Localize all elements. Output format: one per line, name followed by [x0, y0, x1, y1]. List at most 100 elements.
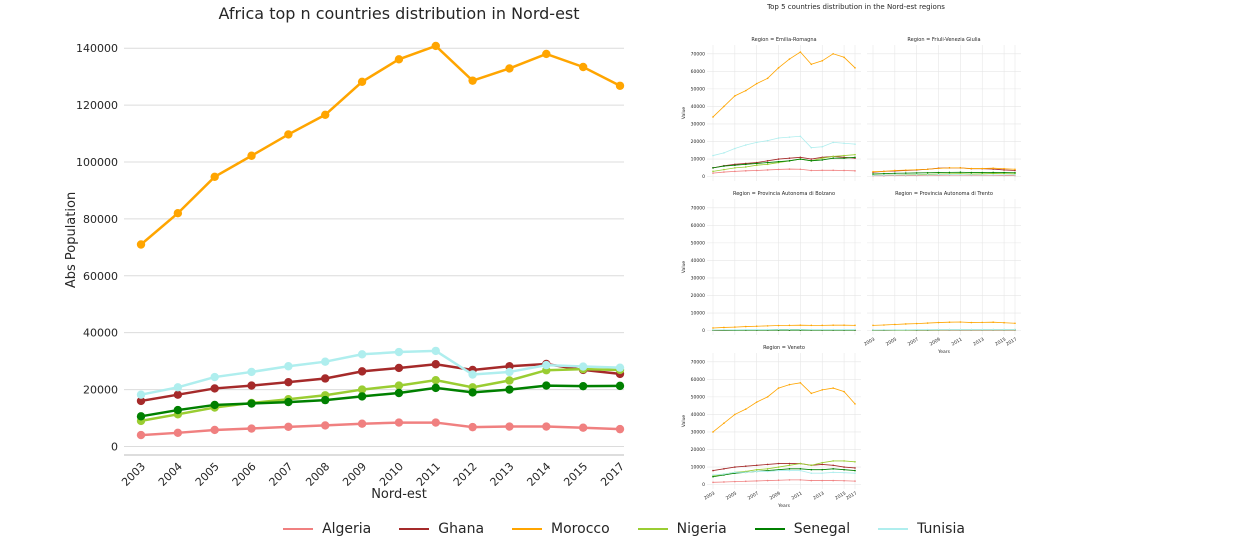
data-point-morocco — [136, 240, 146, 249]
series-line-senegal — [140, 384, 621, 418]
series-tunisia — [136, 346, 625, 399]
facet-data-point-morocco — [788, 383, 791, 386]
facet-data-point-algeria — [788, 168, 791, 170]
main-y-tick-label: 80000 — [83, 213, 118, 226]
facet-data-point-morocco — [712, 116, 714, 118]
data-point-ghana — [136, 396, 146, 406]
facet-data-point-morocco — [734, 95, 736, 97]
facet-y-tick-label: 40000 — [691, 258, 705, 264]
facet-data-point-senegal — [894, 172, 896, 175]
facet-data-point-morocco — [1014, 322, 1016, 325]
facet-data-point-algeria — [777, 168, 780, 171]
facet-data-point-tunisia — [843, 471, 845, 474]
facet-data-point-morocco — [799, 324, 802, 326]
facet-data-point-senegal — [810, 160, 813, 162]
facet-y-tick-label: 0 — [702, 328, 705, 334]
facet-data-point-morocco — [926, 322, 929, 324]
facet-data-point-tunisia — [712, 474, 714, 476]
facet-data-point-tunisia — [1003, 174, 1005, 176]
facet-data-point-nigeria — [723, 168, 725, 171]
facet-data-point-morocco — [766, 325, 769, 327]
facet-data-point-algeria — [744, 480, 747, 483]
facet-data-point-tunisia — [788, 136, 791, 138]
main-grid — [124, 47, 624, 447]
legend-label: Tunisia — [917, 521, 965, 537]
facet-data-point-senegal — [832, 157, 834, 159]
facet-panel: Region = Emilia-Romagna 0 10000 20000 30000 4… — [681, 37, 861, 181]
data-point-ghana — [173, 390, 183, 399]
facet-data-point-senegal — [843, 157, 845, 159]
facet-data-point-tunisia — [904, 174, 907, 176]
facet-data-point-morocco — [970, 167, 973, 170]
data-point-algeria — [284, 422, 293, 432]
data-point-senegal — [284, 397, 293, 407]
facet-y-tick-label: 70000 — [691, 51, 705, 57]
facet-data-point-tunisia — [981, 174, 984, 176]
facet-data-point-ghana — [821, 463, 824, 466]
facet-data-point-tunisia — [744, 328, 747, 331]
facet-data-point-tunisia — [723, 328, 725, 331]
data-point-ghana — [247, 381, 256, 390]
facet-data-point-morocco — [843, 56, 845, 59]
data-point-senegal — [136, 412, 146, 421]
facet-data-point-senegal — [883, 172, 885, 175]
facet-y-tick-label: 60000 — [691, 377, 705, 383]
facet-x-tick-label: 2013 — [972, 336, 985, 347]
facet-x-axis-label: Years — [777, 503, 791, 509]
data-point-ghana — [321, 374, 330, 383]
facet-data-point-ghana — [734, 466, 736, 468]
facet-data-point-tunisia — [970, 174, 973, 176]
facet-data-point-senegal — [948, 171, 951, 174]
facet-data-point-tunisia — [981, 328, 984, 331]
facet-data-point-senegal — [832, 468, 834, 470]
facet-data-point-senegal — [777, 160, 780, 163]
facet-data-point-ghana — [777, 158, 780, 160]
series-senegal — [136, 381, 625, 421]
facet-data-point-morocco — [843, 324, 845, 326]
facet-data-point-morocco — [810, 392, 813, 395]
facet-data-point-ghana — [755, 464, 758, 467]
facet-data-point-tunisia — [854, 328, 856, 331]
facet-data-point-morocco — [926, 168, 929, 171]
facet-data-point-nigeria — [766, 468, 769, 470]
facet-data-point-tunisia — [734, 471, 736, 474]
facet-series-line-morocco — [712, 51, 856, 118]
facet-data-point-morocco — [723, 422, 725, 424]
main-series-group — [136, 41, 625, 440]
facet-data-point-senegal — [959, 171, 962, 174]
main-y-tick-label: 100000 — [76, 156, 118, 169]
data-point-morocco — [394, 55, 404, 64]
facet-y-tick-label: 50000 — [691, 240, 705, 246]
data-point-algeria — [173, 428, 183, 438]
data-point-tunisia — [578, 362, 588, 371]
facet-y-tick-label: 70000 — [691, 359, 705, 365]
data-point-tunisia — [210, 372, 219, 382]
facet-data-point-tunisia — [843, 142, 845, 145]
facet-data-point-morocco — [723, 326, 725, 329]
legend-swatch — [637, 528, 668, 530]
facet-series-line-algeria — [712, 479, 856, 483]
facet-y-tick-label: 20000 — [691, 293, 705, 299]
facet-data-point-morocco — [915, 322, 918, 325]
facet-data-point-morocco — [992, 167, 994, 169]
facet-data-point-tunisia — [734, 147, 736, 150]
facet-data-point-tunisia — [915, 328, 918, 331]
facet-x-tick-label: 2015 — [994, 336, 1007, 347]
facet-data-point-nigeria — [712, 170, 714, 173]
facet-data-point-algeria — [810, 479, 813, 482]
facet-data-point-senegal — [843, 468, 845, 471]
facet-data-point-nigeria — [744, 166, 747, 168]
legend-item-algeria: Algeria — [283, 521, 371, 537]
facet-y-tick-label: 50000 — [691, 394, 705, 400]
series-line-morocco — [140, 44, 621, 246]
facet-data-point-ghana — [854, 467, 856, 469]
series-line-ghana — [140, 362, 621, 403]
facet-data-point-algeria — [788, 479, 791, 481]
facet-grid-title: Top 5 countries distribution in the Nord… — [766, 3, 945, 11]
facet-panel: Region = Friuli-Venezia Giulia — [867, 37, 1021, 181]
facet-data-point-morocco — [734, 413, 736, 416]
facet-x-tick-label: 2009 — [769, 490, 782, 501]
facet-data-point-morocco — [872, 324, 874, 327]
data-point-algeria — [578, 423, 588, 432]
